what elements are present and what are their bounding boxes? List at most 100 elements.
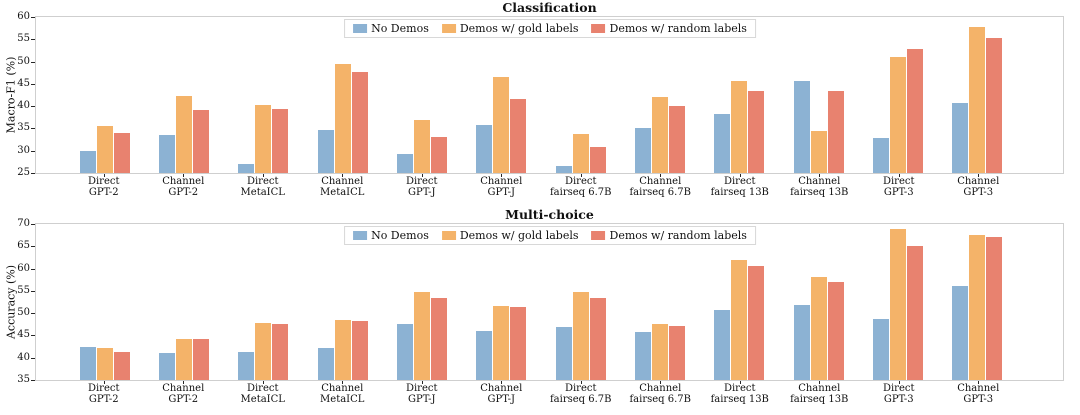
x-label-line2: fairseq 6.7B [629, 394, 692, 405]
x-label-line1: Channel [321, 383, 364, 394]
x-label-line1: Direct [87, 383, 120, 394]
x-tick-label-channel-fairseq-6-7b: Channel fairseq 6.7B [621, 381, 701, 405]
bar-demos-w-random-labels [192, 109, 209, 173]
y-tick-label: 45 [17, 77, 30, 89]
bar-demos-w-random-labels [351, 71, 368, 173]
bar-demos-w-gold-labels [572, 292, 589, 380]
bar-no-demos [952, 102, 969, 173]
bar-demos-w-gold-labels [810, 131, 827, 173]
x-label-line2: GPT-2 [168, 394, 199, 405]
bar-demos-w-random-labels [986, 37, 1003, 173]
x-tick-label-direct-fairseq-6-7b: Direct fairseq 6.7B [541, 381, 621, 405]
bar-demos-w-gold-labels [731, 259, 748, 380]
x-label-line1: Channel [957, 383, 1000, 394]
y-tick-mark [31, 268, 35, 270]
x-label-line2: GPT-J [408, 187, 436, 198]
x-tick-mark [262, 174, 264, 177]
bar-group-direct-gpt-3 [858, 49, 937, 173]
x-tick-mark [739, 381, 741, 384]
bar-groups [36, 17, 1063, 173]
x-tick-label-channel-fairseq-13b: Channel fairseq 13B [780, 174, 860, 198]
bar-demos-w-random-labels [430, 298, 447, 380]
plot-area [35, 223, 1064, 381]
legend-item-demos-w-gold-labels: Demos w/ gold labels [441, 229, 579, 242]
y-tick-label: 70 [17, 218, 30, 229]
x-tick-mark [580, 381, 582, 384]
chart-title: Multi-choice [505, 207, 594, 222]
bar-demos-w-gold-labels [413, 291, 430, 380]
bar-demos-w-gold-labels [969, 235, 986, 380]
x-tick-label-channel-gpt-2: Channel GPT-2 [144, 381, 224, 405]
x-tick-label-channel-gpt-3: Channel GPT-3 [939, 381, 1019, 405]
bar-no-demos [476, 125, 493, 173]
x-label-line2: MetaICL [240, 187, 285, 198]
x-tick-label-channel-gpt-j: Channel GPT-J [462, 381, 542, 405]
bar-group-channel-metaicl [303, 63, 382, 173]
bar-group-direct-gpt-3 [858, 229, 937, 380]
x-tick-mark [501, 174, 503, 177]
x-label-line1: Direct [723, 383, 756, 394]
x-label-line1: Channel [480, 176, 523, 187]
bar-demos-w-random-labels [510, 307, 527, 380]
x-label-line2: GPT-3 [963, 187, 994, 198]
bar-no-demos [793, 305, 810, 380]
x-label-line1: Direct [882, 176, 915, 187]
bar-demos-w-gold-labels [413, 120, 430, 173]
x-label-line2: fairseq 13B [710, 187, 769, 198]
x-tick-mark [819, 174, 821, 177]
bar-demos-w-random-labels [351, 320, 368, 380]
y-axis-label: Macro-F1 (%) [4, 56, 18, 134]
bar-demos-w-random-labels [272, 323, 289, 380]
x-tick-label-direct-metaicl: Direct MetaICL [223, 174, 303, 198]
bar-group-channel-gpt-2 [144, 95, 223, 173]
bar-demos-w-random-labels [827, 281, 844, 380]
bar-demos-w-gold-labels [493, 306, 510, 380]
x-label-line2: MetaICL [240, 394, 285, 405]
x-label-line1: Channel [639, 176, 682, 187]
bar-demos-w-random-labels [827, 90, 844, 173]
x-label-line1: Direct [564, 383, 597, 394]
legend: No Demos Demos w/ gold labels Demos w/ ran… [344, 226, 756, 245]
x-label-line1: Direct [882, 383, 915, 394]
x-tick-label-channel-fairseq-6-7b: Channel fairseq 6.7B [621, 174, 701, 198]
bar-demos-w-gold-labels [889, 57, 906, 173]
bar-group-channel-gpt-j [462, 76, 541, 173]
bar-no-demos [79, 150, 96, 173]
bar-demos-w-random-labels [589, 298, 606, 380]
bar-demos-w-gold-labels [334, 63, 351, 173]
legend-item-demos-w-gold-labels: Demos w/ gold labels [441, 22, 579, 35]
bar-no-demos [238, 164, 255, 173]
plot-area [35, 16, 1064, 174]
bar-demos-w-gold-labels [96, 126, 113, 173]
x-tick-mark [739, 174, 741, 177]
y-tick-label: 40 [17, 100, 30, 112]
x-tick-label-direct-gpt-j: Direct GPT-J [382, 381, 462, 405]
bar-demos-w-random-labels [192, 338, 209, 380]
panel-multi-choice: Multi-choice 35 40 45 50 55 60 65 70 Accuracy (%)… [0, 207, 1080, 414]
bar-no-demos [555, 327, 572, 380]
y-tick-mark [31, 106, 35, 108]
x-tick-mark [342, 174, 344, 177]
x-tick-mark [103, 381, 105, 384]
bar-demos-w-gold-labels [255, 322, 272, 380]
bar-group-direct-fairseq-6-7b [541, 292, 620, 380]
bar-demos-w-random-labels [430, 136, 447, 173]
x-axis-labels: Direct GPT-2 Channel GPT-2 Direct MetaICL Chan… [35, 174, 1064, 198]
bar-group-direct-fairseq-13b [700, 81, 779, 173]
x-label-line2: GPT-2 [88, 187, 119, 198]
y-tick-mark [31, 17, 35, 18]
x-tick-label-direct-fairseq-6-7b: Direct fairseq 6.7B [541, 174, 621, 198]
x-label-line1: Channel [798, 176, 841, 187]
bar-demos-w-random-labels [748, 91, 765, 173]
x-tick-label-direct-gpt-3: Direct GPT-3 [859, 381, 939, 405]
bar-group-channel-gpt-j [462, 306, 541, 380]
bar-no-demos [952, 285, 969, 380]
y-tick-mark [31, 173, 35, 174]
chart-title: Classification [502, 0, 597, 15]
bar-group-direct-fairseq-6-7b [541, 133, 620, 173]
bar-group-direct-gpt-j [382, 120, 461, 173]
x-tick-label-channel-gpt-2: Channel GPT-2 [144, 174, 224, 198]
bar-group-direct-metaicl [224, 104, 303, 173]
bar-demos-w-random-labels [272, 109, 289, 173]
x-label-line2: fairseq 13B [790, 187, 849, 198]
